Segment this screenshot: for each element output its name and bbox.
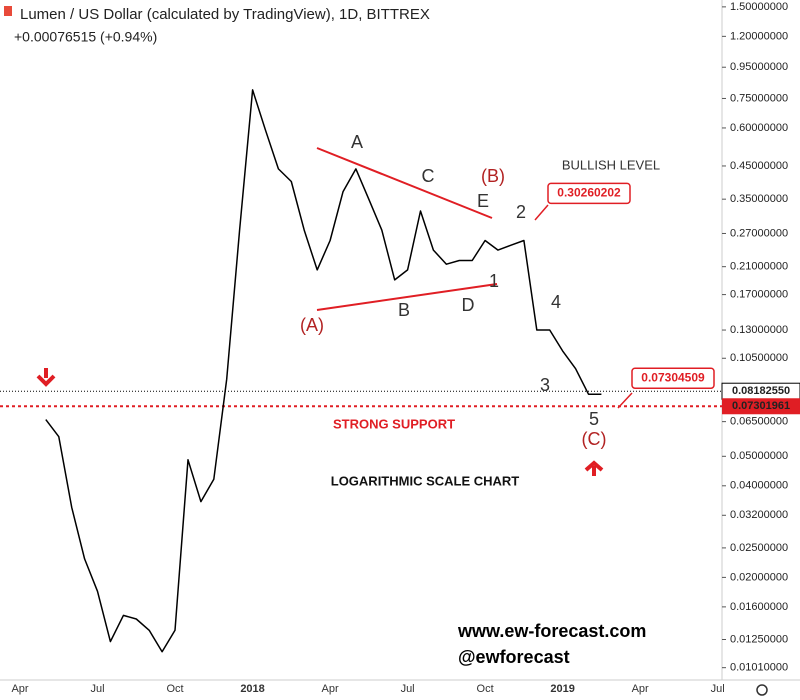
x-tick-label: Oct: [477, 683, 494, 695]
watermark: www.ew-forecast.com: [457, 621, 646, 641]
wave-label: D: [462, 295, 475, 315]
settings-icon[interactable]: [756, 684, 768, 696]
change: +0.00076515 (+0.94%): [14, 29, 157, 45]
wave-label: 4: [551, 292, 561, 312]
y-tick-label: 0.01600000: [730, 601, 788, 613]
wave-label: A: [351, 132, 363, 152]
x-tick-label: Apr: [322, 683, 339, 695]
chart-title: Lumen / US Dollar (calculated by Trading…: [20, 6, 430, 23]
logo: [4, 6, 12, 16]
y-tick-label: 1.50000000: [730, 1, 788, 13]
y-tick-label: 0.01250000: [730, 633, 788, 645]
wave-label: (A): [300, 315, 324, 335]
trendline: [316, 283, 498, 311]
y-tick-label: 0.35000000: [730, 193, 788, 205]
wave-label: LOGARITHMIC SCALE CHART: [331, 473, 520, 488]
wave-label: 3: [540, 375, 550, 395]
wave-label: BULLISH LEVEL: [562, 157, 660, 172]
y-tick-label: 0.03200000: [730, 509, 788, 521]
x-tick-label: 2019: [550, 683, 574, 695]
wave-label: E: [477, 191, 489, 211]
trendline: [316, 147, 493, 219]
y-tick-label: 1.20000000: [730, 30, 788, 42]
y-tick-label: 0.04000000: [730, 480, 788, 492]
callout-box: [631, 367, 715, 389]
y-tick-label: 0.27000000: [730, 227, 788, 239]
price-line: [45, 89, 602, 653]
callout-label: 0.30260202: [557, 186, 621, 200]
y-tick-label: 0.13000000: [730, 324, 788, 336]
y-tick-label: 0.95000000: [730, 61, 788, 73]
support-tag: [722, 398, 800, 415]
y-tick-label: 0.60000000: [730, 122, 788, 134]
x-tick-label: Apr: [632, 683, 649, 695]
y-tick-label: 0.02000000: [730, 571, 788, 583]
wave-label: 2: [516, 202, 526, 222]
x-tick-label: Jul: [711, 683, 725, 695]
x-tick-label: 2018: [240, 683, 264, 695]
x-tick-label: Jul: [401, 683, 415, 695]
y-tick-label: 0.21000000: [730, 261, 788, 273]
callout-label: 0.07304509: [641, 370, 705, 384]
x-tick-label: Jul: [90, 683, 104, 695]
arrow-up: [584, 460, 604, 476]
wave-label: 5: [589, 409, 599, 429]
watermark: @ewforecast: [458, 647, 570, 667]
y-tick-label: 0.06500000: [730, 416, 788, 428]
y-tick-label: 0.17000000: [730, 289, 788, 301]
y-tick-label: 0.01010000: [730, 662, 788, 674]
y-tick-label: 0.10500000: [730, 352, 788, 364]
y-tick-label: 0.45000000: [730, 160, 788, 172]
y-tick-label: 0.02500000: [730, 542, 788, 554]
wave-label: C: [422, 166, 435, 186]
callout-box: [547, 182, 631, 205]
x-tick-label: Oct: [166, 683, 183, 695]
wave-label: B: [398, 300, 410, 320]
y-tick-label: 0.75000000: [730, 92, 788, 104]
support-label: 0.07301961: [732, 400, 790, 412]
current-price-label: 0.08182550: [732, 385, 790, 397]
x-tick-label: Apr: [11, 683, 28, 695]
callout-pointer: [534, 204, 549, 221]
wave-label: (C): [582, 429, 607, 449]
wave-label: (B): [481, 166, 505, 186]
wave-label: 1: [489, 271, 499, 291]
y-tick-label: 0.05000000: [730, 450, 788, 462]
arrow-down: [36, 368, 56, 387]
wave-label: STRONG SUPPORT: [333, 416, 455, 431]
